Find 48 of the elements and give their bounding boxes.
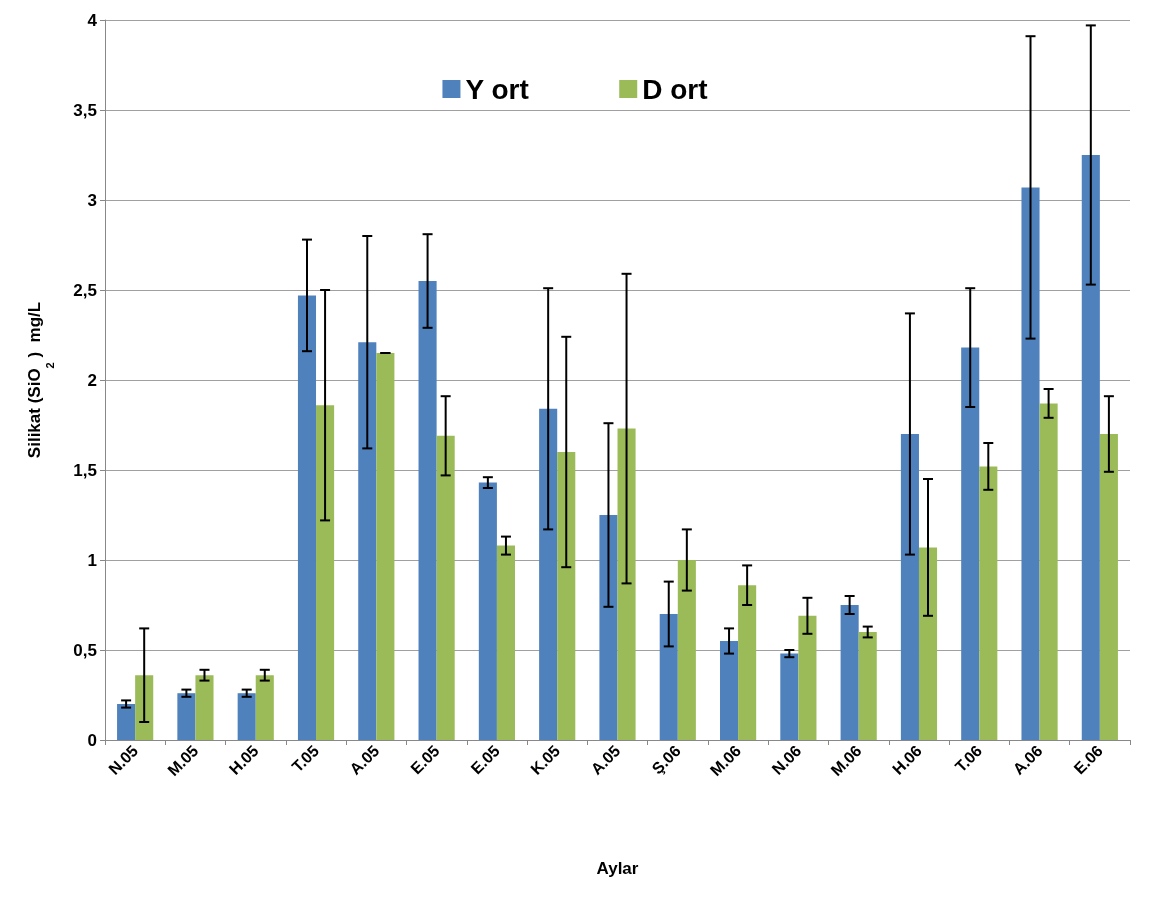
bar bbox=[900, 434, 919, 740]
bar bbox=[840, 605, 859, 740]
bar bbox=[780, 653, 799, 740]
x-tick-label: T.06 bbox=[951, 741, 986, 776]
bar bbox=[720, 641, 739, 740]
bar bbox=[617, 428, 636, 740]
legend-label: D ort bbox=[642, 73, 708, 105]
bar bbox=[255, 675, 274, 740]
bar bbox=[918, 547, 938, 740]
bar bbox=[316, 405, 335, 740]
y-tick-label: 4 bbox=[87, 10, 98, 30]
bar bbox=[237, 693, 256, 740]
bar bbox=[858, 632, 877, 740]
bar bbox=[599, 515, 618, 740]
bar bbox=[798, 615, 817, 740]
bar bbox=[1039, 403, 1058, 740]
bar bbox=[436, 435, 455, 740]
bar bbox=[1099, 434, 1118, 740]
bar bbox=[358, 342, 377, 740]
y-tick-label: 2 bbox=[87, 370, 97, 390]
bar bbox=[961, 347, 980, 740]
y-tick-label: 0,5 bbox=[73, 640, 97, 660]
x-tick-label: T.05 bbox=[288, 741, 323, 776]
bar bbox=[496, 545, 515, 740]
bar bbox=[659, 614, 678, 740]
bar bbox=[376, 353, 395, 740]
bar bbox=[557, 452, 576, 740]
bar bbox=[539, 408, 558, 740]
bar bbox=[979, 466, 998, 740]
bar bbox=[677, 560, 696, 740]
bar bbox=[418, 281, 437, 740]
bar bbox=[117, 704, 136, 740]
y-tick-label: 1,5 bbox=[73, 460, 97, 480]
bar bbox=[1081, 155, 1100, 740]
y-tick-label: 1 bbox=[87, 550, 97, 570]
legend-label: Y ort bbox=[465, 73, 529, 105]
bar bbox=[1021, 187, 1040, 740]
x-axis-title: Aylar bbox=[596, 859, 639, 878]
y-axis-title: Silikat (SiO2 ) mg/L bbox=[25, 301, 56, 459]
y-tick-label: 3,5 bbox=[73, 100, 97, 120]
y-tick-label: 3 bbox=[87, 190, 97, 210]
bar bbox=[478, 482, 497, 740]
bar bbox=[738, 585, 757, 740]
bar bbox=[177, 693, 196, 740]
bar bbox=[195, 675, 214, 740]
y-tick-label: 0 bbox=[87, 730, 97, 750]
y-tick-label: 2,5 bbox=[73, 280, 97, 300]
bar bbox=[297, 295, 317, 740]
